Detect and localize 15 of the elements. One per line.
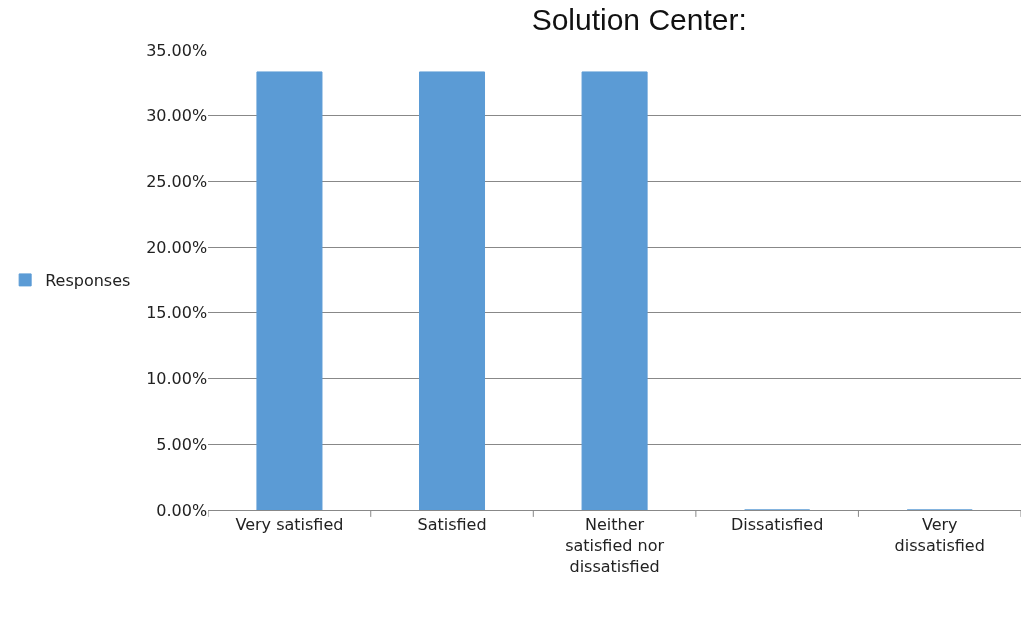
chart-title: Solution Center: xyxy=(531,3,747,37)
y-tick-label: 20.00% xyxy=(146,237,208,257)
x-tick-label: Very satisfied xyxy=(235,515,344,535)
y-tick-label: 5.00% xyxy=(156,434,208,454)
x-tick-label: Dissatisfied xyxy=(730,515,824,535)
y-tick-label: 35.00% xyxy=(146,40,208,60)
x-tick-label: Satisfied xyxy=(417,515,487,535)
y-tick-label: 10.00% xyxy=(146,369,208,389)
legend-label: Responses xyxy=(45,271,131,291)
x-tick-label: Neither satisfied nor dissatisfied xyxy=(565,515,665,576)
y-tick-label: 30.00% xyxy=(146,106,208,126)
y-tick-label: 25.00% xyxy=(146,172,208,192)
x-tick-label: Very dissatisfied xyxy=(894,515,985,555)
y-tick-label: 0.00% xyxy=(156,500,208,520)
y-tick-label: 15.00% xyxy=(146,303,208,323)
